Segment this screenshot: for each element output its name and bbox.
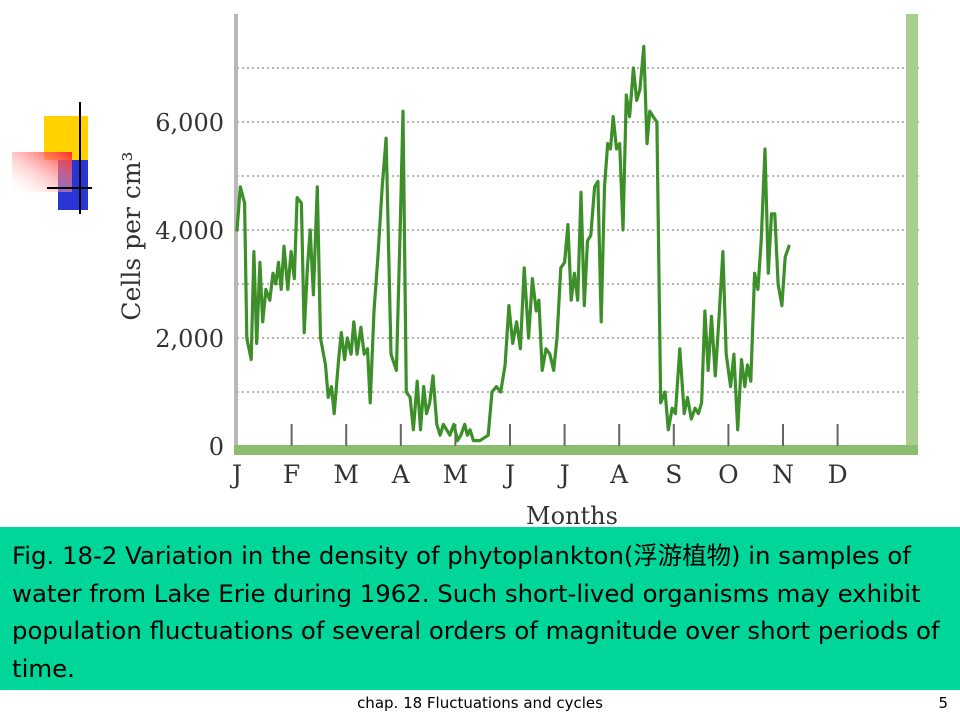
month-label: J <box>557 460 570 489</box>
decorative-squares-graphic <box>12 102 92 214</box>
month-label: N <box>772 460 794 489</box>
month-tick-marks <box>290 424 839 446</box>
month-label: M <box>443 460 469 489</box>
data-series <box>235 44 791 443</box>
figure-caption: Fig. 18-2 Variation in the density of ph… <box>12 541 940 683</box>
month-label: M <box>333 460 359 489</box>
y-tick-label: 6,000 <box>155 109 224 137</box>
y-tick-label: 2,000 <box>155 325 224 353</box>
plot-right-bar <box>906 14 918 454</box>
y-axis-label: Cells per cm³ <box>117 151 146 320</box>
x-axis-label: Months <box>526 502 618 530</box>
month-label: J <box>502 460 515 489</box>
x-axis-bar <box>234 445 918 455</box>
series-line <box>235 44 791 443</box>
caption-box: Fig. 18-2 Variation in the density of ph… <box>0 527 960 690</box>
month-label: O <box>718 460 739 489</box>
deco-red-square <box>12 152 72 192</box>
month-label: D <box>828 460 848 489</box>
y-tick-label: 0 <box>209 433 224 461</box>
month-label: A <box>391 460 411 489</box>
y-tick-labels: 0 2,000 4,000 6,000 <box>155 109 224 461</box>
phytoplankton-line-chart: 0 2,000 4,000 6,000 J F M A M J J A S O N D Cells per … <box>117 14 920 530</box>
month-label: A <box>609 460 629 489</box>
month-label: S <box>665 460 682 489</box>
plot-left-edge <box>234 14 238 450</box>
page-number: 5 <box>938 694 948 712</box>
month-label: F <box>283 460 300 489</box>
footer-title: chap. 18 Fluctuations and cycles <box>357 694 603 712</box>
month-label: J <box>229 460 242 489</box>
y-tick-label: 4,000 <box>155 217 224 245</box>
